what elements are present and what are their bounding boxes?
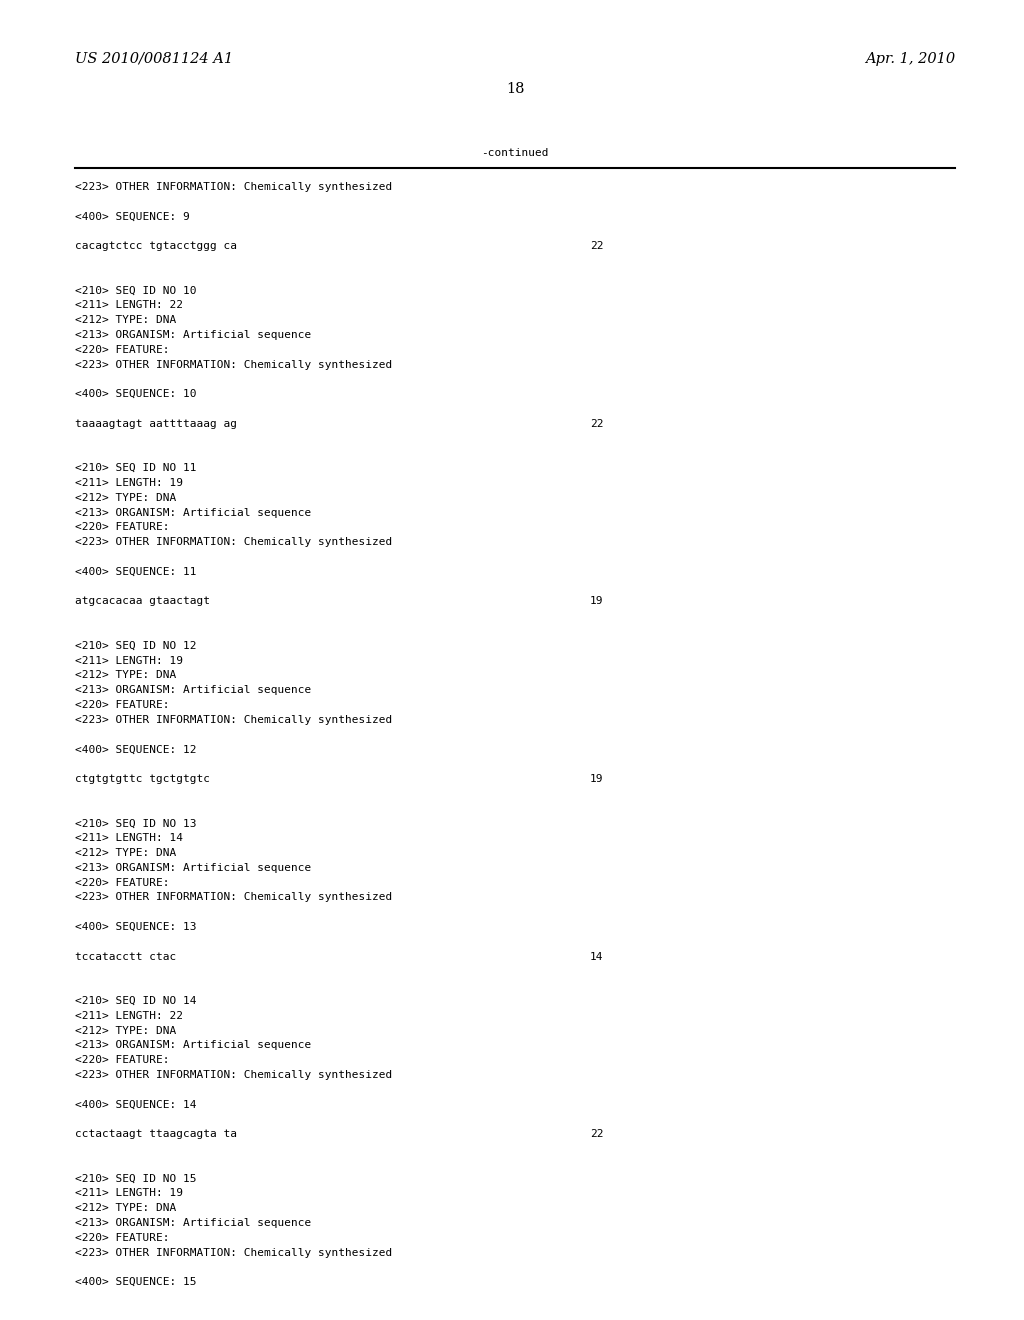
Text: <220> FEATURE:: <220> FEATURE: [75,878,170,887]
Text: 22: 22 [590,242,603,251]
Text: <212> TYPE: DNA: <212> TYPE: DNA [75,315,176,325]
Text: US 2010/0081124 A1: US 2010/0081124 A1 [75,51,233,66]
Text: <210> SEQ ID NO 15: <210> SEQ ID NO 15 [75,1173,197,1184]
Text: <213> ORGANISM: Artificial sequence: <213> ORGANISM: Artificial sequence [75,1040,311,1051]
Text: <220> FEATURE:: <220> FEATURE: [75,345,170,355]
Text: <223> OTHER INFORMATION: Chemically synthesized: <223> OTHER INFORMATION: Chemically synt… [75,715,392,725]
Text: <212> TYPE: DNA: <212> TYPE: DNA [75,492,176,503]
Text: 18: 18 [506,82,524,96]
Text: <213> ORGANISM: Artificial sequence: <213> ORGANISM: Artificial sequence [75,685,311,696]
Text: <223> OTHER INFORMATION: Chemically synthesized: <223> OTHER INFORMATION: Chemically synt… [75,359,392,370]
Text: <223> OTHER INFORMATION: Chemically synthesized: <223> OTHER INFORMATION: Chemically synt… [75,1247,392,1258]
Text: taaaagtagt aattttaaag ag: taaaagtagt aattttaaag ag [75,418,237,429]
Text: <210> SEQ ID NO 14: <210> SEQ ID NO 14 [75,997,197,1006]
Text: <210> SEQ ID NO 13: <210> SEQ ID NO 13 [75,818,197,829]
Text: <400> SEQUENCE: 10: <400> SEQUENCE: 10 [75,389,197,399]
Text: <212> TYPE: DNA: <212> TYPE: DNA [75,1204,176,1213]
Text: <211> LENGTH: 19: <211> LENGTH: 19 [75,656,183,665]
Text: <211> LENGTH: 19: <211> LENGTH: 19 [75,1188,183,1199]
Text: <220> FEATURE:: <220> FEATURE: [75,1233,170,1243]
Text: 19: 19 [590,597,603,606]
Text: <211> LENGTH: 19: <211> LENGTH: 19 [75,478,183,488]
Text: <223> OTHER INFORMATION: Chemically synthesized: <223> OTHER INFORMATION: Chemically synt… [75,182,392,191]
Text: <400> SEQUENCE: 11: <400> SEQUENCE: 11 [75,566,197,577]
Text: <220> FEATURE:: <220> FEATURE: [75,523,170,532]
Text: <212> TYPE: DNA: <212> TYPE: DNA [75,671,176,680]
Text: tccatacctt ctac: tccatacctt ctac [75,952,176,961]
Text: <223> OTHER INFORMATION: Chemically synthesized: <223> OTHER INFORMATION: Chemically synt… [75,537,392,548]
Text: <220> FEATURE:: <220> FEATURE: [75,1055,170,1065]
Text: -continued: -continued [481,148,549,158]
Text: cacagtctcc tgtacctggg ca: cacagtctcc tgtacctggg ca [75,242,237,251]
Text: 22: 22 [590,418,603,429]
Text: ctgtgtgttc tgctgtgtc: ctgtgtgttc tgctgtgtc [75,774,210,784]
Text: 14: 14 [590,952,603,961]
Text: <213> ORGANISM: Artificial sequence: <213> ORGANISM: Artificial sequence [75,863,311,873]
Text: <223> OTHER INFORMATION: Chemically synthesized: <223> OTHER INFORMATION: Chemically synt… [75,1071,392,1080]
Text: <400> SEQUENCE: 13: <400> SEQUENCE: 13 [75,921,197,932]
Text: <220> FEATURE:: <220> FEATURE: [75,700,170,710]
Text: <400> SEQUENCE: 15: <400> SEQUENCE: 15 [75,1278,197,1287]
Text: <213> ORGANISM: Artificial sequence: <213> ORGANISM: Artificial sequence [75,508,311,517]
Text: <213> ORGANISM: Artificial sequence: <213> ORGANISM: Artificial sequence [75,1218,311,1228]
Text: 22: 22 [590,1129,603,1139]
Text: <212> TYPE: DNA: <212> TYPE: DNA [75,847,176,858]
Text: <210> SEQ ID NO 10: <210> SEQ ID NO 10 [75,285,197,296]
Text: <400> SEQUENCE: 14: <400> SEQUENCE: 14 [75,1100,197,1110]
Text: <211> LENGTH: 14: <211> LENGTH: 14 [75,833,183,843]
Text: 19: 19 [590,774,603,784]
Text: <211> LENGTH: 22: <211> LENGTH: 22 [75,301,183,310]
Text: <223> OTHER INFORMATION: Chemically synthesized: <223> OTHER INFORMATION: Chemically synt… [75,892,392,903]
Text: <213> ORGANISM: Artificial sequence: <213> ORGANISM: Artificial sequence [75,330,311,341]
Text: <400> SEQUENCE: 9: <400> SEQUENCE: 9 [75,211,189,222]
Text: <400> SEQUENCE: 12: <400> SEQUENCE: 12 [75,744,197,755]
Text: <210> SEQ ID NO 11: <210> SEQ ID NO 11 [75,463,197,473]
Text: <212> TYPE: DNA: <212> TYPE: DNA [75,1026,176,1036]
Text: <210> SEQ ID NO 12: <210> SEQ ID NO 12 [75,640,197,651]
Text: atgcacacaa gtaactagt: atgcacacaa gtaactagt [75,597,210,606]
Text: Apr. 1, 2010: Apr. 1, 2010 [865,51,955,66]
Text: <211> LENGTH: 22: <211> LENGTH: 22 [75,1011,183,1020]
Text: cctactaagt ttaagcagta ta: cctactaagt ttaagcagta ta [75,1129,237,1139]
